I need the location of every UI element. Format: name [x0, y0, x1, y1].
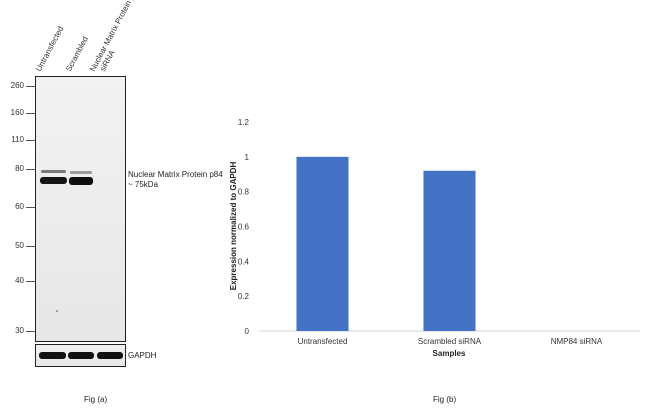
x-tick-label-2: NMP84 siRNA	[551, 337, 603, 346]
mw-tick-80	[26, 169, 36, 170]
mw-marker-30: 30	[15, 326, 24, 335]
mw-marker-60: 60	[15, 202, 24, 211]
y-axis-ticks: 0 0.2 0.4 0.6 0.8 1 1.2	[238, 118, 250, 336]
mw-marker-260: 260	[10, 81, 24, 90]
gapdh-band-lane2	[68, 352, 94, 359]
mw-marker-80: 80	[15, 164, 24, 173]
y-tick-label-1: 0.2	[238, 292, 250, 301]
y-axis-title: Expression normalized to GAPDH	[229, 162, 238, 291]
x-tick-label-1: Scrambled siRNA	[418, 337, 482, 346]
band-label-size: ~ 75kDa	[128, 180, 159, 189]
band-label: Nuclear Matrix Protein p84 ~ 75kDa	[128, 170, 223, 190]
y-tick-label-0: 0	[245, 327, 250, 336]
mw-tick-260	[26, 86, 36, 87]
bars-group	[296, 156, 476, 331]
mw-tick-160	[26, 113, 36, 114]
bar-0	[296, 156, 349, 331]
x-axis-title: Samples	[433, 349, 466, 358]
mw-marker-110: 110	[11, 135, 24, 144]
x-tick-label-0: Untransfected	[298, 337, 348, 346]
y-tick-label-6: 1.2	[238, 118, 250, 127]
bar-1	[423, 170, 476, 331]
mw-marker-160: 160	[10, 108, 24, 117]
main-band-lane2	[69, 177, 93, 185]
band-label-protein: Nuclear Matrix Protein p84	[128, 170, 223, 179]
mw-marker-40: 40	[15, 276, 24, 285]
main-band-lane1	[40, 177, 67, 184]
mw-tick-60	[26, 207, 36, 208]
mw-tick-50	[26, 246, 36, 247]
main-blot-membrane	[35, 76, 126, 342]
gapdh-band-lane1	[39, 352, 66, 359]
gapdh-label: GAPDH	[128, 351, 157, 360]
gapdh-blot-membrane	[35, 344, 126, 367]
y-tick-label-4: 0.8	[238, 188, 250, 197]
y-tick-label-3: 0.6	[238, 223, 250, 232]
mw-tick-110	[26, 140, 36, 141]
gapdh-band-lane3	[97, 352, 123, 359]
mw-marker-50: 50	[15, 241, 24, 250]
mw-tick-40	[26, 281, 36, 282]
fig-a-caption: Fig (a)	[84, 395, 108, 404]
mw-tick-30	[26, 331, 36, 332]
y-tick-label-5: 1	[245, 153, 250, 162]
y-tick-label-2: 0.4	[238, 257, 250, 266]
upper-band-lane1	[41, 170, 66, 173]
upper-band-lane2	[70, 171, 92, 174]
x-axis-ticks: Untransfected Scrambled siRNA NMP84 siRNA	[298, 337, 603, 346]
speck-artifact	[56, 310, 58, 312]
fig-b-caption: Fig (b)	[433, 395, 457, 404]
